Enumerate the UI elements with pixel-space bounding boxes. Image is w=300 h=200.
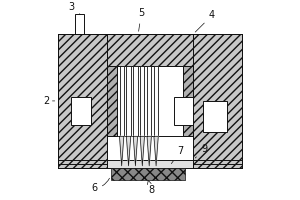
Text: 3: 3 (68, 2, 80, 14)
Bar (184, 66, 193, 136)
Bar (203, 101, 227, 132)
Text: 9: 9 (195, 144, 207, 158)
Polygon shape (147, 136, 152, 166)
Polygon shape (154, 136, 158, 166)
Bar (111, 168, 185, 180)
Bar (107, 66, 116, 136)
Polygon shape (126, 136, 131, 166)
Text: 4: 4 (195, 10, 215, 32)
Text: 7: 7 (171, 146, 184, 164)
Bar (140, 66, 145, 136)
Text: 2: 2 (44, 96, 50, 106)
Polygon shape (133, 136, 138, 166)
Bar (154, 66, 158, 136)
Text: 5: 5 (138, 8, 144, 31)
Text: 6: 6 (91, 178, 110, 193)
Bar (58, 34, 107, 164)
Bar (58, 160, 107, 168)
Text: 8: 8 (147, 180, 154, 195)
Polygon shape (119, 136, 124, 166)
Bar (71, 97, 91, 125)
Polygon shape (140, 136, 145, 166)
Bar (107, 160, 193, 168)
Bar (193, 34, 242, 164)
Bar (107, 34, 193, 66)
Bar (107, 66, 193, 136)
Bar (119, 66, 124, 136)
Bar (147, 66, 152, 136)
Bar (174, 97, 193, 125)
Bar (193, 160, 242, 168)
Bar (75, 14, 84, 34)
Bar (126, 66, 131, 136)
Bar (133, 66, 138, 136)
